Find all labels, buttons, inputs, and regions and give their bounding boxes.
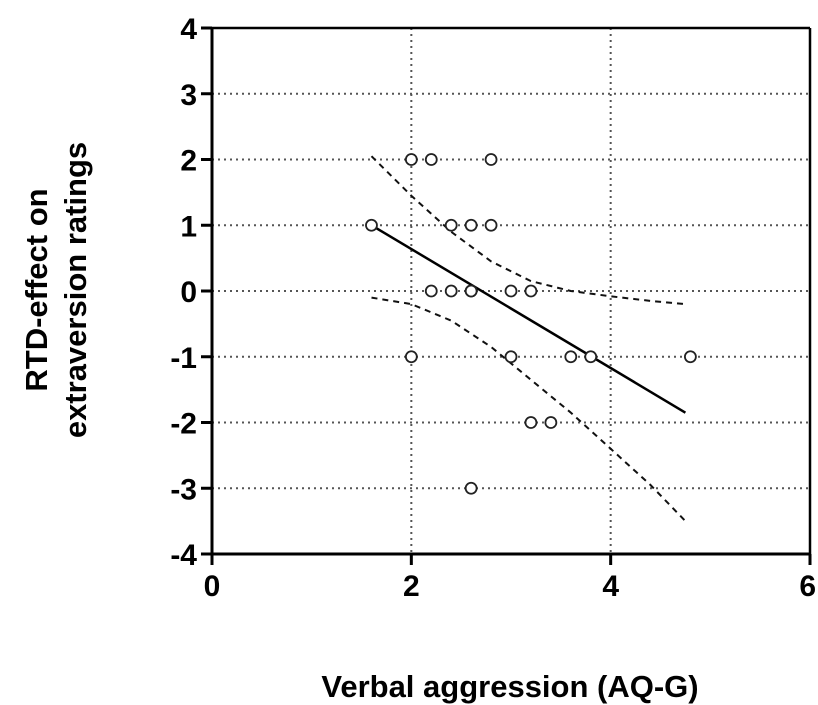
regression-line-group: [370, 224, 687, 414]
data-point: [464, 284, 478, 298]
data-point: [504, 284, 518, 298]
data-point: [464, 481, 478, 495]
y-axis-title-line-2: extraversion ratings: [58, 142, 93, 438]
data-point: [544, 416, 558, 429]
data-point: [424, 284, 438, 298]
y-tick-label: 1: [180, 210, 197, 243]
data-point: [424, 153, 438, 166]
data-point: [365, 218, 378, 232]
data-point: [504, 350, 518, 364]
grid-lines: [212, 28, 810, 554]
x-tick-label: 6: [799, 570, 816, 603]
data-point: [404, 153, 418, 166]
y-tick-label: -2: [170, 408, 197, 441]
y-tick-label: 3: [180, 79, 197, 112]
data-point: [404, 350, 418, 364]
regression-line: [370, 224, 687, 414]
data-point: [444, 284, 458, 298]
data-point: [464, 218, 478, 232]
y-tick-label: 0: [180, 276, 197, 309]
x-axis-title: Verbal aggression (AQ-G): [321, 669, 698, 704]
data-point: [524, 284, 538, 298]
axes: [201, 26, 812, 565]
x-tick-label: 2: [403, 570, 420, 603]
y-tick-label: -1: [170, 342, 197, 375]
x-tick-label: 4: [602, 570, 619, 603]
x-tick-label: 0: [204, 570, 221, 603]
data-point: [444, 218, 458, 232]
data-point: [484, 218, 498, 232]
y-tick-label: 2: [180, 145, 197, 178]
data-point: [584, 350, 598, 364]
y-tick-label: -4: [170, 539, 197, 572]
y-tick-label: 4: [180, 13, 197, 46]
confidence-bands: [370, 155, 687, 522]
data-point: [564, 350, 578, 364]
data-point: [524, 416, 538, 429]
data-point: [684, 350, 697, 364]
confidence-band-lower: [371, 296, 687, 522]
y-axis-title-line-1: RTD-effect on: [19, 188, 54, 391]
data-point: [484, 153, 498, 166]
data-points: [365, 153, 697, 495]
confidence-band-upper: [370, 155, 686, 306]
y-tick-label: -3: [170, 473, 197, 506]
